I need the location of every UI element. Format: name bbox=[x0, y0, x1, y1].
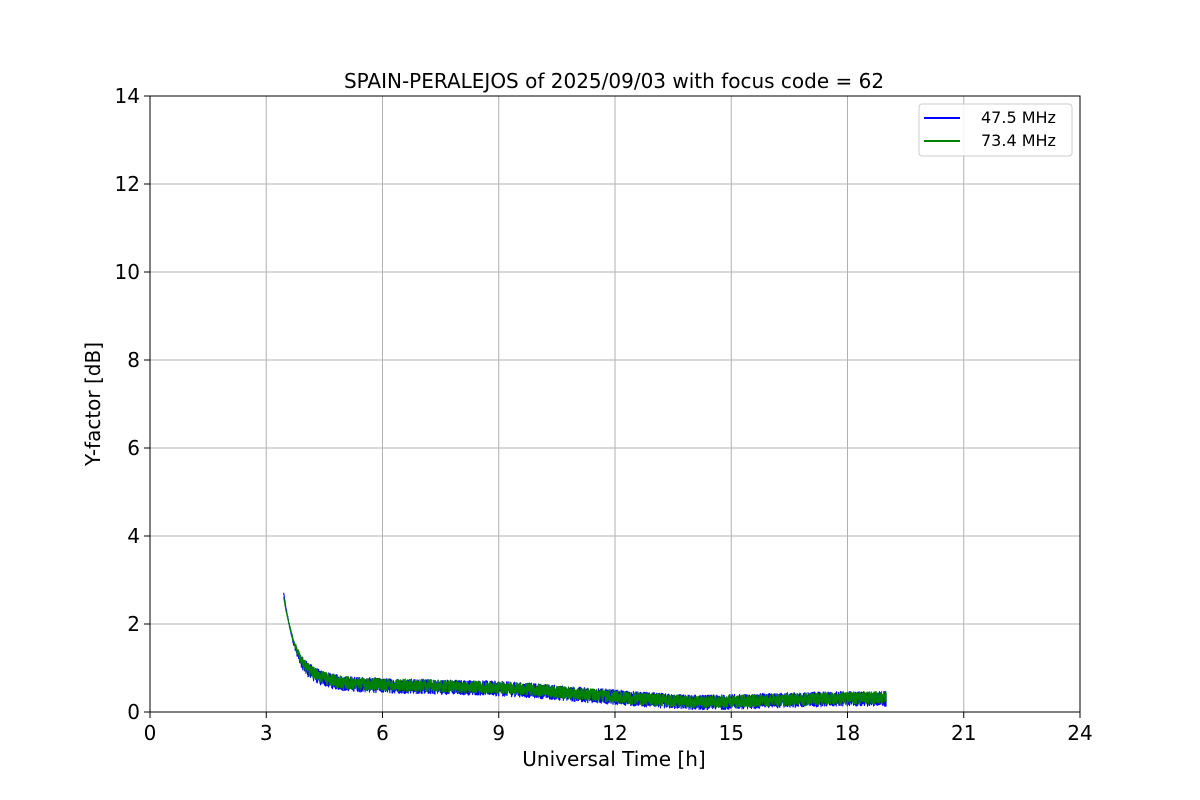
y-tick-label: 12 bbox=[115, 172, 140, 196]
x-tick-label: 15 bbox=[719, 721, 744, 745]
y-tick-label: 10 bbox=[115, 260, 140, 284]
x-tick-label: 6 bbox=[376, 721, 389, 745]
x-tick-label: 24 bbox=[1067, 721, 1092, 745]
y-tick-label: 6 bbox=[127, 436, 140, 460]
y-tick-label: 4 bbox=[127, 524, 140, 548]
x-tick-label: 0 bbox=[144, 721, 157, 745]
series-layer bbox=[283, 592, 887, 711]
x-tick-label: 3 bbox=[260, 721, 273, 745]
legend-label-2: 73.4 MHz bbox=[981, 131, 1056, 150]
y-tick-label: 0 bbox=[127, 700, 140, 724]
legend: 47.5 MHz 73.4 MHz bbox=[918, 103, 1073, 157]
legend-label-1: 47.5 MHz bbox=[981, 108, 1056, 127]
x-axis-label: Universal Time [h] bbox=[522, 747, 705, 771]
x-tick-label: 18 bbox=[835, 721, 860, 745]
x-tick-label: 21 bbox=[951, 721, 976, 745]
x-tick-label: 12 bbox=[602, 721, 627, 745]
x-tick-label: 9 bbox=[492, 721, 505, 745]
y-axis-label: Y-factor [dB] bbox=[81, 342, 105, 467]
chart-title: SPAIN-PERALEJOS of 2025/09/03 with focus… bbox=[344, 69, 884, 93]
y-tick-label: 14 bbox=[115, 84, 140, 108]
y-tick-label: 8 bbox=[127, 348, 140, 372]
y-tick-label: 2 bbox=[127, 612, 140, 636]
series-line-2 bbox=[283, 596, 887, 709]
